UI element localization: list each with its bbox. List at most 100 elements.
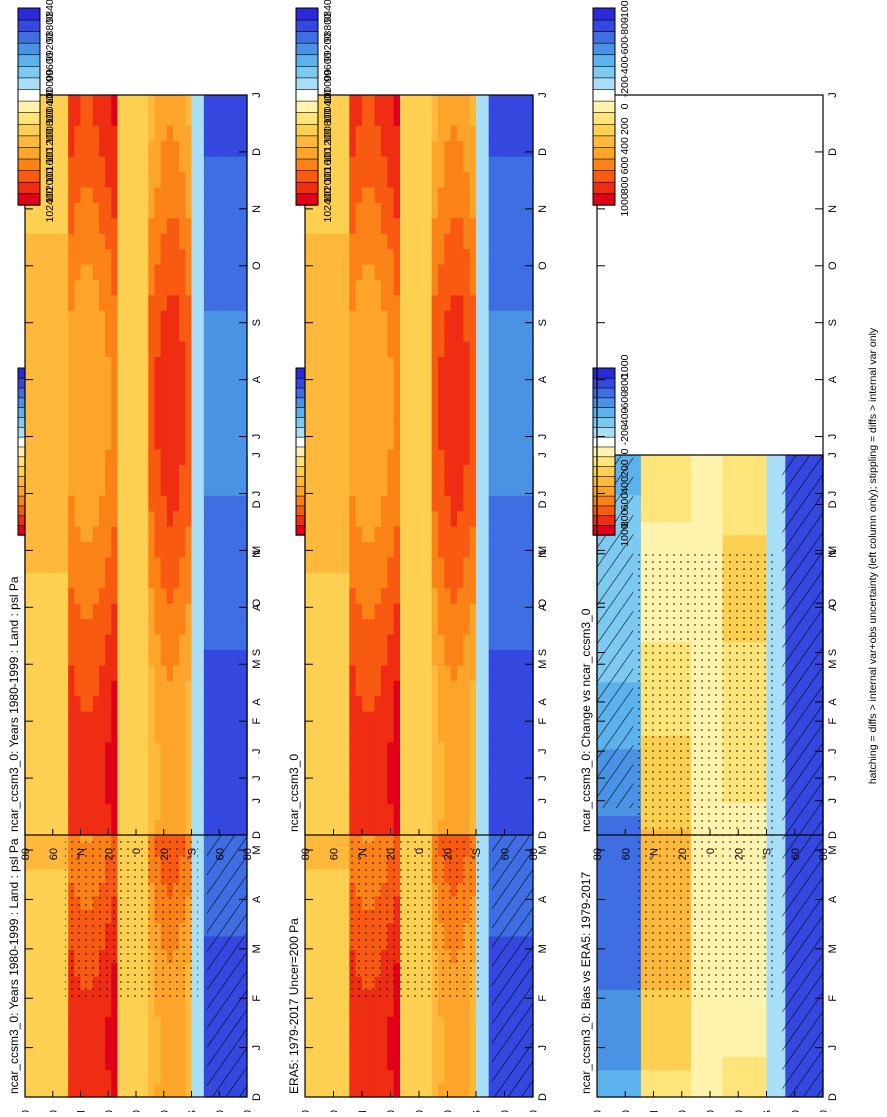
heatmap-cell [235, 110, 242, 126]
heatmap-cell [74, 280, 81, 296]
heatmap-cell [155, 743, 162, 759]
heatmap-cell [87, 743, 94, 759]
heatmap-cell [62, 311, 69, 327]
heatmap-cell [68, 681, 75, 697]
heatmap-cell [222, 773, 229, 789]
heatmap-cell [99, 450, 106, 466]
heatmap-cell [111, 419, 118, 435]
heatmap-cell [173, 203, 180, 219]
heatmap-cell [105, 1030, 112, 1044]
heatmap-cell [148, 773, 155, 789]
heatmap-cell [62, 1017, 69, 1031]
heatmap-cell [111, 295, 118, 311]
heatmap-cell [305, 1057, 312, 1071]
heatmap-cell [118, 696, 125, 712]
heatmap-cell [343, 1084, 350, 1098]
heatmap-cell [81, 804, 88, 820]
heatmap-cell [68, 141, 75, 157]
heatmap-cell [87, 465, 94, 481]
heatmap-cell [25, 1057, 32, 1071]
heatmap-cell [216, 126, 223, 142]
heatmap-cell [235, 203, 242, 219]
heatmap-cell [25, 896, 32, 910]
heatmap-cell [68, 588, 75, 604]
heatmap-cell [192, 265, 199, 281]
heatmap-cell [167, 434, 174, 450]
heatmap-cell [198, 696, 205, 712]
heatmap-cell [167, 388, 174, 404]
heatmap-cell [148, 203, 155, 219]
heatmap-cell [118, 496, 125, 512]
heatmap-cell [425, 1070, 432, 1084]
heatmap-cell [68, 804, 75, 820]
heatmap-cell [470, 1030, 477, 1044]
heatmap-cell [210, 527, 217, 543]
heatmap-cell [216, 635, 223, 651]
heatmap-cell [349, 1070, 356, 1084]
heatmap-cell [56, 758, 63, 774]
heatmap-cell [105, 804, 112, 820]
heatmap-cell [185, 619, 192, 635]
heatmap-cell [222, 95, 229, 111]
heatmap-cell [229, 527, 236, 543]
heatmap-cell [136, 465, 143, 481]
heatmap-cell [124, 141, 131, 157]
heatmap-cell [136, 1017, 143, 1031]
heatmap-cell [50, 1030, 57, 1044]
heatmap-cell [62, 696, 69, 712]
heatmap-cell [50, 527, 57, 543]
heatmap-cell [105, 280, 112, 296]
heatmap-cell [155, 234, 162, 250]
heatmap-cell [216, 511, 223, 527]
heatmap-cell [311, 870, 318, 884]
heatmap-cell [463, 1003, 470, 1017]
heatmap-cell [185, 573, 192, 589]
heatmap-cell [74, 789, 81, 805]
heatmap-cell [167, 265, 174, 281]
heatmap-cell [173, 758, 180, 774]
heatmap-cell [81, 326, 88, 342]
heatmap-cell [179, 249, 186, 265]
heatmap-cell [179, 573, 186, 589]
heatmap-cell [37, 758, 44, 774]
heatmap-cell [136, 357, 143, 373]
heatmap-cell [56, 265, 63, 281]
heatmap-cell [204, 804, 211, 820]
heatmap-cell [192, 619, 199, 635]
heatmap-cell [56, 696, 63, 712]
heatmap-cell [37, 963, 44, 977]
heatmap-cell [136, 588, 143, 604]
heatmap-cell [142, 326, 149, 342]
heatmap-cell [179, 789, 186, 805]
heatmap-cell [130, 141, 137, 157]
heatmap-cell [185, 234, 192, 250]
heatmap-cell [438, 1044, 445, 1058]
heatmap-cell [463, 1044, 470, 1058]
heatmap-cell [210, 789, 217, 805]
heatmap-cell [105, 1003, 112, 1017]
heatmap-cell [31, 1044, 38, 1058]
heatmap-cell [142, 218, 149, 234]
heatmap-cell [81, 820, 88, 836]
heatmap-cell [155, 1057, 162, 1071]
heatmap-cell [31, 465, 38, 481]
heatmap-cell [87, 712, 94, 728]
heatmap-cell [318, 896, 325, 910]
colorbar-swatch [18, 182, 40, 194]
heatmap-cell [37, 588, 44, 604]
heatmap-cell [330, 883, 337, 897]
heatmap-cell [74, 419, 81, 435]
heatmap-cell [142, 157, 149, 173]
heatmap-cell [118, 311, 125, 327]
heatmap-cell [25, 1003, 32, 1017]
heatmap-cell [210, 249, 217, 265]
heatmap-cell [413, 1003, 420, 1017]
heatmap-cell [198, 883, 205, 897]
heatmap-cell [74, 126, 81, 142]
heatmap-cell [192, 727, 199, 743]
heatmap-cell [216, 650, 223, 666]
heatmap-cell [185, 326, 192, 342]
heatmap-cell [161, 342, 168, 358]
heatmap-cell [25, 403, 32, 419]
heatmap-cell [198, 1057, 205, 1071]
